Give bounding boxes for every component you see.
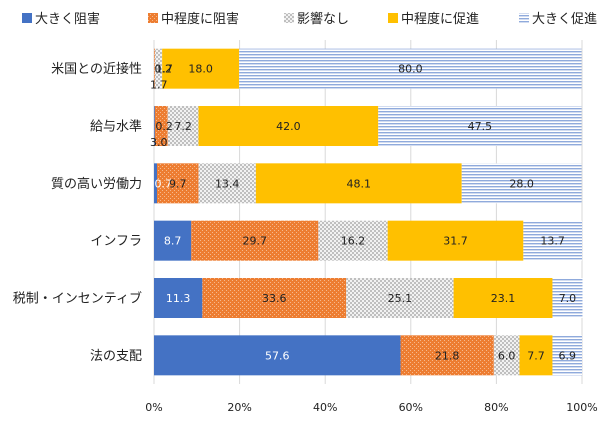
data-label: 18.0 — [188, 63, 213, 76]
bar-segment — [167, 106, 199, 146]
legend-swatch — [22, 13, 32, 23]
bar-segment — [387, 220, 524, 261]
bar-segment — [453, 278, 553, 318]
x-tick-label: 40% — [313, 401, 337, 414]
data-label: 80.0 — [398, 63, 423, 76]
data-label: 1.7 — [155, 63, 173, 76]
data-label: 0.2 — [155, 63, 173, 76]
x-tick-label: 60% — [399, 401, 423, 414]
bar-segment — [239, 48, 582, 89]
bar-segment — [154, 106, 155, 146]
bar-segment — [154, 278, 203, 318]
category-label: 給与水準 — [90, 119, 142, 135]
data-label: 0.2 — [155, 120, 173, 133]
x-tick-labels: 0% 20% 40% 60% 80% 100% — [145, 401, 597, 414]
bar-segment — [154, 220, 192, 261]
data-label: 47.5 — [468, 120, 493, 133]
data-labels: 0.21.7 18.0 80.00.2 7.2 42.0 47.50.79.7 13.4 48… — [150, 63, 576, 363]
bar-segment — [191, 220, 319, 261]
legend-swatch — [148, 13, 158, 23]
legend-label: 中程度に阻害 — [161, 11, 239, 27]
bar-segment — [162, 48, 240, 89]
bar-segment — [400, 335, 494, 376]
bar-segment — [378, 106, 582, 146]
x-tick-label: 0% — [145, 401, 162, 414]
bar-segment — [154, 48, 163, 89]
legend-swatch — [519, 13, 529, 23]
bar-segment — [255, 163, 462, 204]
bar-segment — [461, 163, 582, 204]
data-label: 1.7 — [150, 79, 168, 92]
data-label: 16.2 — [341, 235, 366, 248]
bar-segment — [523, 220, 582, 261]
data-label: 8.7 — [164, 235, 182, 248]
x-tick-label: 100% — [566, 401, 597, 414]
data-label: 57.6 — [265, 349, 290, 362]
data-label: 48.1 — [347, 177, 372, 190]
category-label: 税制・インセンティブ — [13, 291, 142, 307]
data-label: 7.0 — [559, 292, 577, 305]
data-label: 23.1 — [491, 292, 516, 305]
bar-segment — [493, 335, 520, 376]
data-label: 3.0 — [150, 136, 168, 149]
legend-swatch — [388, 13, 398, 23]
legend-swatch — [284, 13, 294, 23]
legend-label: 大きく促進 — [532, 12, 597, 27]
bar-segment — [154, 48, 155, 89]
data-label: 13.7 — [540, 235, 565, 248]
data-label: 33.6 — [262, 292, 287, 305]
data-label: 42.0 — [276, 120, 301, 133]
bar-segment — [154, 163, 157, 204]
bar-segment — [198, 163, 256, 204]
category-label: 米国との近接性 — [51, 61, 142, 77]
data-label: 6.0 — [498, 349, 516, 362]
data-label: 28.0 — [509, 177, 534, 190]
legend-label: 大きく阻害 — [35, 11, 100, 27]
data-label: 25.1 — [388, 292, 413, 305]
bar-segment — [154, 335, 401, 376]
data-label: 13.4 — [215, 177, 240, 190]
bar-segment — [198, 106, 379, 146]
x-tick-label: 80% — [484, 401, 508, 414]
legend-label: 中程度に促進 — [401, 11, 479, 27]
category-label: 質の高い労働力 — [51, 176, 142, 192]
data-label: 9.7 — [169, 177, 187, 190]
data-label: 6.9 — [558, 349, 576, 362]
data-label: 0.7 — [155, 177, 173, 190]
bar-segment — [318, 220, 388, 261]
legend-label: 影響なし — [297, 11, 349, 27]
data-label: 29.7 — [243, 235, 268, 248]
bar-segment — [346, 278, 454, 318]
data-label: 31.7 — [443, 235, 468, 248]
x-tick-label: 20% — [227, 401, 251, 414]
category-label: インフラ — [90, 234, 142, 249]
data-label: 21.8 — [435, 349, 460, 362]
data-label: 11.3 — [166, 292, 191, 305]
bar-segment — [156, 163, 199, 204]
bar-segment — [552, 335, 582, 376]
gridlines — [153, 40, 583, 384]
bar-segment — [519, 335, 553, 376]
legend: 大きく阻害 中程度に阻害 影響なし 中程度に促進 大きく促進 — [22, 11, 597, 27]
data-label: 7.2 — [174, 120, 192, 133]
bar-segment — [552, 278, 583, 318]
data-label: 7.7 — [527, 349, 545, 362]
bar-segment — [154, 106, 168, 146]
category-label: 法の支配 — [90, 349, 142, 364]
bars — [154, 48, 583, 376]
bar-segment — [202, 278, 347, 318]
